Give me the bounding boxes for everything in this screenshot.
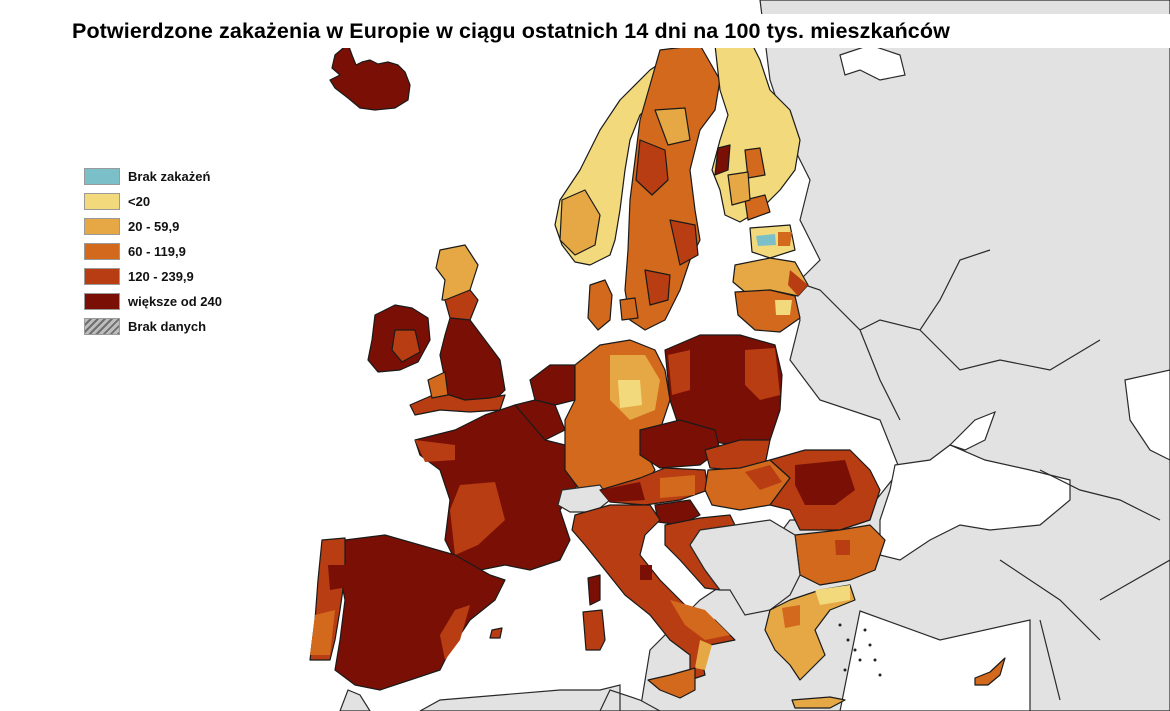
legend-item-60-120: 60 - 119,9 <box>84 239 222 264</box>
latvia-region <box>788 270 808 296</box>
legend-label: większe od 240 <box>128 294 222 309</box>
france-brittany <box>415 440 455 462</box>
bulgaria-region <box>835 540 850 555</box>
legend-label: 20 - 59,9 <box>128 219 180 234</box>
romania-center <box>795 460 855 505</box>
legend-label: <20 <box>128 194 151 209</box>
legend-item-no-cases: Brak zakażeń <box>84 164 222 189</box>
lithuania-region <box>775 300 792 315</box>
france-nouvelle-aquitaine <box>450 482 505 555</box>
finland-ostrobothnia <box>714 144 731 176</box>
border-lines-east <box>789 249 1170 701</box>
northern-england <box>444 289 479 321</box>
mediterranean-east <box>839 610 1031 711</box>
aegean-islands <box>838 623 882 677</box>
estonia-region <box>778 232 792 246</box>
legend-label: 120 - 239,9 <box>128 269 194 284</box>
italy-umbria <box>640 565 652 580</box>
poland-east <box>745 348 780 400</box>
sweden-regions <box>635 139 699 306</box>
italy-south <box>670 600 730 640</box>
corsica <box>587 574 601 606</box>
poland-west <box>668 350 690 395</box>
hungary-region <box>745 465 782 490</box>
north-africa <box>339 684 661 711</box>
legend-label: Brak danych <box>128 319 207 334</box>
legend-swatch <box>84 218 120 235</box>
netherlands <box>529 364 576 406</box>
greece-thrace <box>815 585 850 605</box>
sweden <box>624 44 721 331</box>
legend-swatch <box>84 268 120 285</box>
cyprus <box>974 657 1006 686</box>
legend-item-no-data: Brak danych <box>84 314 222 339</box>
legend-item-lt20: <20 <box>84 189 222 214</box>
italy-calabria <box>695 640 712 670</box>
sicily <box>647 667 696 699</box>
austria-west <box>600 482 645 502</box>
greece-region <box>782 605 800 628</box>
legend-swatch-hatched <box>84 318 120 335</box>
legend-item-120-240: 120 - 239,9 <box>84 264 222 289</box>
legend-item-20-60: 20 - 59,9 <box>84 214 222 239</box>
legend-label: Brak zakażeń <box>128 169 211 184</box>
spain-valencia <box>440 605 470 660</box>
legend-swatch <box>84 243 120 260</box>
finland-region <box>744 147 771 221</box>
sea-of-azov <box>948 410 997 451</box>
denmark <box>587 279 639 331</box>
map-title: Potwierdzone zakażenia w Europie w ciągu… <box>72 18 950 43</box>
legend-swatch <box>84 168 120 185</box>
sardinia <box>582 609 606 651</box>
legend: Brak zakażeń <20 20 - 59,9 60 - 119,9 12… <box>84 164 222 339</box>
norway-west <box>559 189 601 256</box>
germany-east-light <box>618 380 642 408</box>
non-member-east <box>639 0 1170 711</box>
portugal-north <box>328 565 360 590</box>
austria-east <box>660 475 695 498</box>
legend-item-gt240: większe od 240 <box>84 289 222 314</box>
sweden-north <box>654 107 691 146</box>
iceland <box>329 43 411 111</box>
balearic-islands <box>489 627 503 639</box>
finland-south <box>727 171 751 206</box>
legend-label: 60 - 119,9 <box>128 244 186 259</box>
legend-swatch <box>84 293 120 310</box>
crete <box>791 696 846 709</box>
ireland-region <box>391 329 421 363</box>
estonia-no-cases <box>756 234 776 246</box>
legend-swatch <box>84 193 120 210</box>
caspian-sea <box>1124 369 1170 461</box>
wales <box>427 371 449 399</box>
title-bar: Potwierdzone zakażenia w Europie w ciągu… <box>0 14 1170 48</box>
portugal-alentejo <box>310 610 335 655</box>
